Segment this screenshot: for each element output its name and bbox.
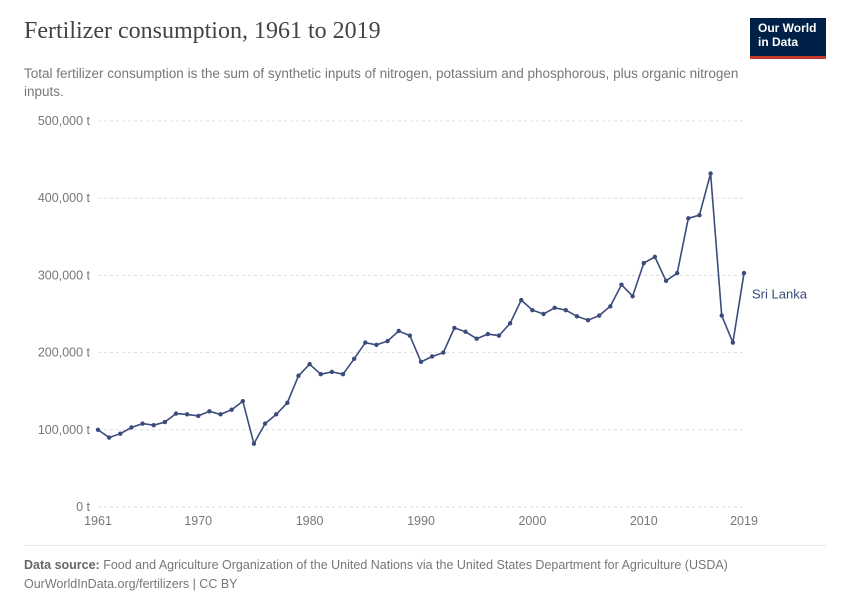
data-point[interactable] xyxy=(185,412,189,416)
data-point[interactable] xyxy=(675,271,679,275)
data-point[interactable] xyxy=(285,401,289,405)
owid-logo[interactable]: Our World in Data xyxy=(750,18,826,59)
data-point[interactable] xyxy=(385,339,389,343)
data-point[interactable] xyxy=(586,318,590,322)
data-point[interactable] xyxy=(218,412,222,416)
data-point[interactable] xyxy=(174,411,178,415)
data-point[interactable] xyxy=(307,362,311,366)
header-row: Fertilizer consumption, 1961 to 2019 Our… xyxy=(24,18,826,59)
data-point[interactable] xyxy=(430,354,434,358)
y-tick-label: 200,000 t xyxy=(38,346,91,360)
page-container: Fertilizer consumption, 1961 to 2019 Our… xyxy=(0,0,850,600)
source-label: Data source: xyxy=(24,558,100,572)
data-point[interactable] xyxy=(564,308,568,312)
data-point[interactable] xyxy=(151,423,155,427)
data-point[interactable] xyxy=(263,421,267,425)
y-tick-label: 0 t xyxy=(76,500,90,514)
title-block: Fertilizer consumption, 1961 to 2019 xyxy=(24,18,381,45)
x-tick-label: 2000 xyxy=(518,514,546,528)
data-point[interactable] xyxy=(552,306,556,310)
y-tick-label: 100,000 t xyxy=(38,423,91,437)
data-point[interactable] xyxy=(608,304,612,308)
data-point[interactable] xyxy=(486,332,490,336)
footer: Data source: Food and Agriculture Organi… xyxy=(24,545,826,594)
data-point[interactable] xyxy=(686,216,690,220)
data-point[interactable] xyxy=(352,357,356,361)
data-point[interactable] xyxy=(341,372,345,376)
chart-title: Fertilizer consumption, 1961 to 2019 xyxy=(24,18,381,45)
data-point[interactable] xyxy=(229,408,233,412)
data-point[interactable] xyxy=(296,374,300,378)
data-point[interactable] xyxy=(374,343,378,347)
y-tick-label: 300,000 t xyxy=(38,268,91,282)
data-point[interactable] xyxy=(163,420,167,424)
data-point[interactable] xyxy=(530,308,534,312)
series-line-sri-lanka[interactable] xyxy=(98,174,744,444)
data-point[interactable] xyxy=(96,428,100,432)
data-point[interactable] xyxy=(697,213,701,217)
data-point[interactable] xyxy=(452,326,456,330)
data-point[interactable] xyxy=(274,412,278,416)
chart-area: 0 t 100,000 t 200,000 t 300,000 t 400,000 t 5… xyxy=(24,111,826,531)
data-point[interactable] xyxy=(419,360,423,364)
data-point[interactable] xyxy=(363,340,367,344)
data-point[interactable] xyxy=(619,282,623,286)
data-point[interactable] xyxy=(630,294,634,298)
data-point[interactable] xyxy=(241,399,245,403)
data-point[interactable] xyxy=(708,171,712,175)
data-point[interactable] xyxy=(118,431,122,435)
data-point[interactable] xyxy=(664,279,668,283)
data-point[interactable] xyxy=(319,372,323,376)
data-point[interactable] xyxy=(474,337,478,341)
footer-url: OurWorldInData.org/fertilizers | CC BY xyxy=(24,575,826,594)
logo-line2: in Data xyxy=(758,36,818,50)
data-point[interactable] xyxy=(463,330,467,334)
data-point[interactable] xyxy=(575,314,579,318)
data-point[interactable] xyxy=(252,442,256,446)
x-tick-label: 2010 xyxy=(630,514,658,528)
data-point[interactable] xyxy=(140,421,144,425)
data-point[interactable] xyxy=(731,340,735,344)
data-point[interactable] xyxy=(107,435,111,439)
x-tick-label: 1961 xyxy=(84,514,112,528)
data-point[interactable] xyxy=(497,333,501,337)
data-point[interactable] xyxy=(441,350,445,354)
y-tick-label: 400,000 t xyxy=(38,191,91,205)
source-text: Food and Agriculture Organization of the… xyxy=(103,558,728,572)
data-point[interactable] xyxy=(653,255,657,259)
data-point[interactable] xyxy=(742,271,746,275)
data-point[interactable] xyxy=(207,409,211,413)
y-tick-label: 500,000 t xyxy=(38,114,91,128)
data-point[interactable] xyxy=(196,414,200,418)
x-tick-label: 2019 xyxy=(730,514,758,528)
data-point[interactable] xyxy=(541,312,545,316)
data-point[interactable] xyxy=(720,313,724,317)
data-point[interactable] xyxy=(642,261,646,265)
data-point[interactable] xyxy=(508,321,512,325)
logo-line1: Our World xyxy=(758,22,818,36)
data-point[interactable] xyxy=(129,425,133,429)
data-point[interactable] xyxy=(397,329,401,333)
series-label[interactable]: Sri Lanka xyxy=(752,287,808,302)
line-chart: 0 t 100,000 t 200,000 t 300,000 t 400,000 t 5… xyxy=(24,111,826,531)
data-point[interactable] xyxy=(330,370,334,374)
data-point[interactable] xyxy=(519,298,523,302)
x-tick-label: 1990 xyxy=(407,514,435,528)
chart-subtitle: Total fertilizer consumption is the sum … xyxy=(24,65,744,101)
x-tick-label: 1980 xyxy=(296,514,324,528)
x-tick-label: 1970 xyxy=(184,514,212,528)
data-point[interactable] xyxy=(408,333,412,337)
data-point[interactable] xyxy=(597,313,601,317)
